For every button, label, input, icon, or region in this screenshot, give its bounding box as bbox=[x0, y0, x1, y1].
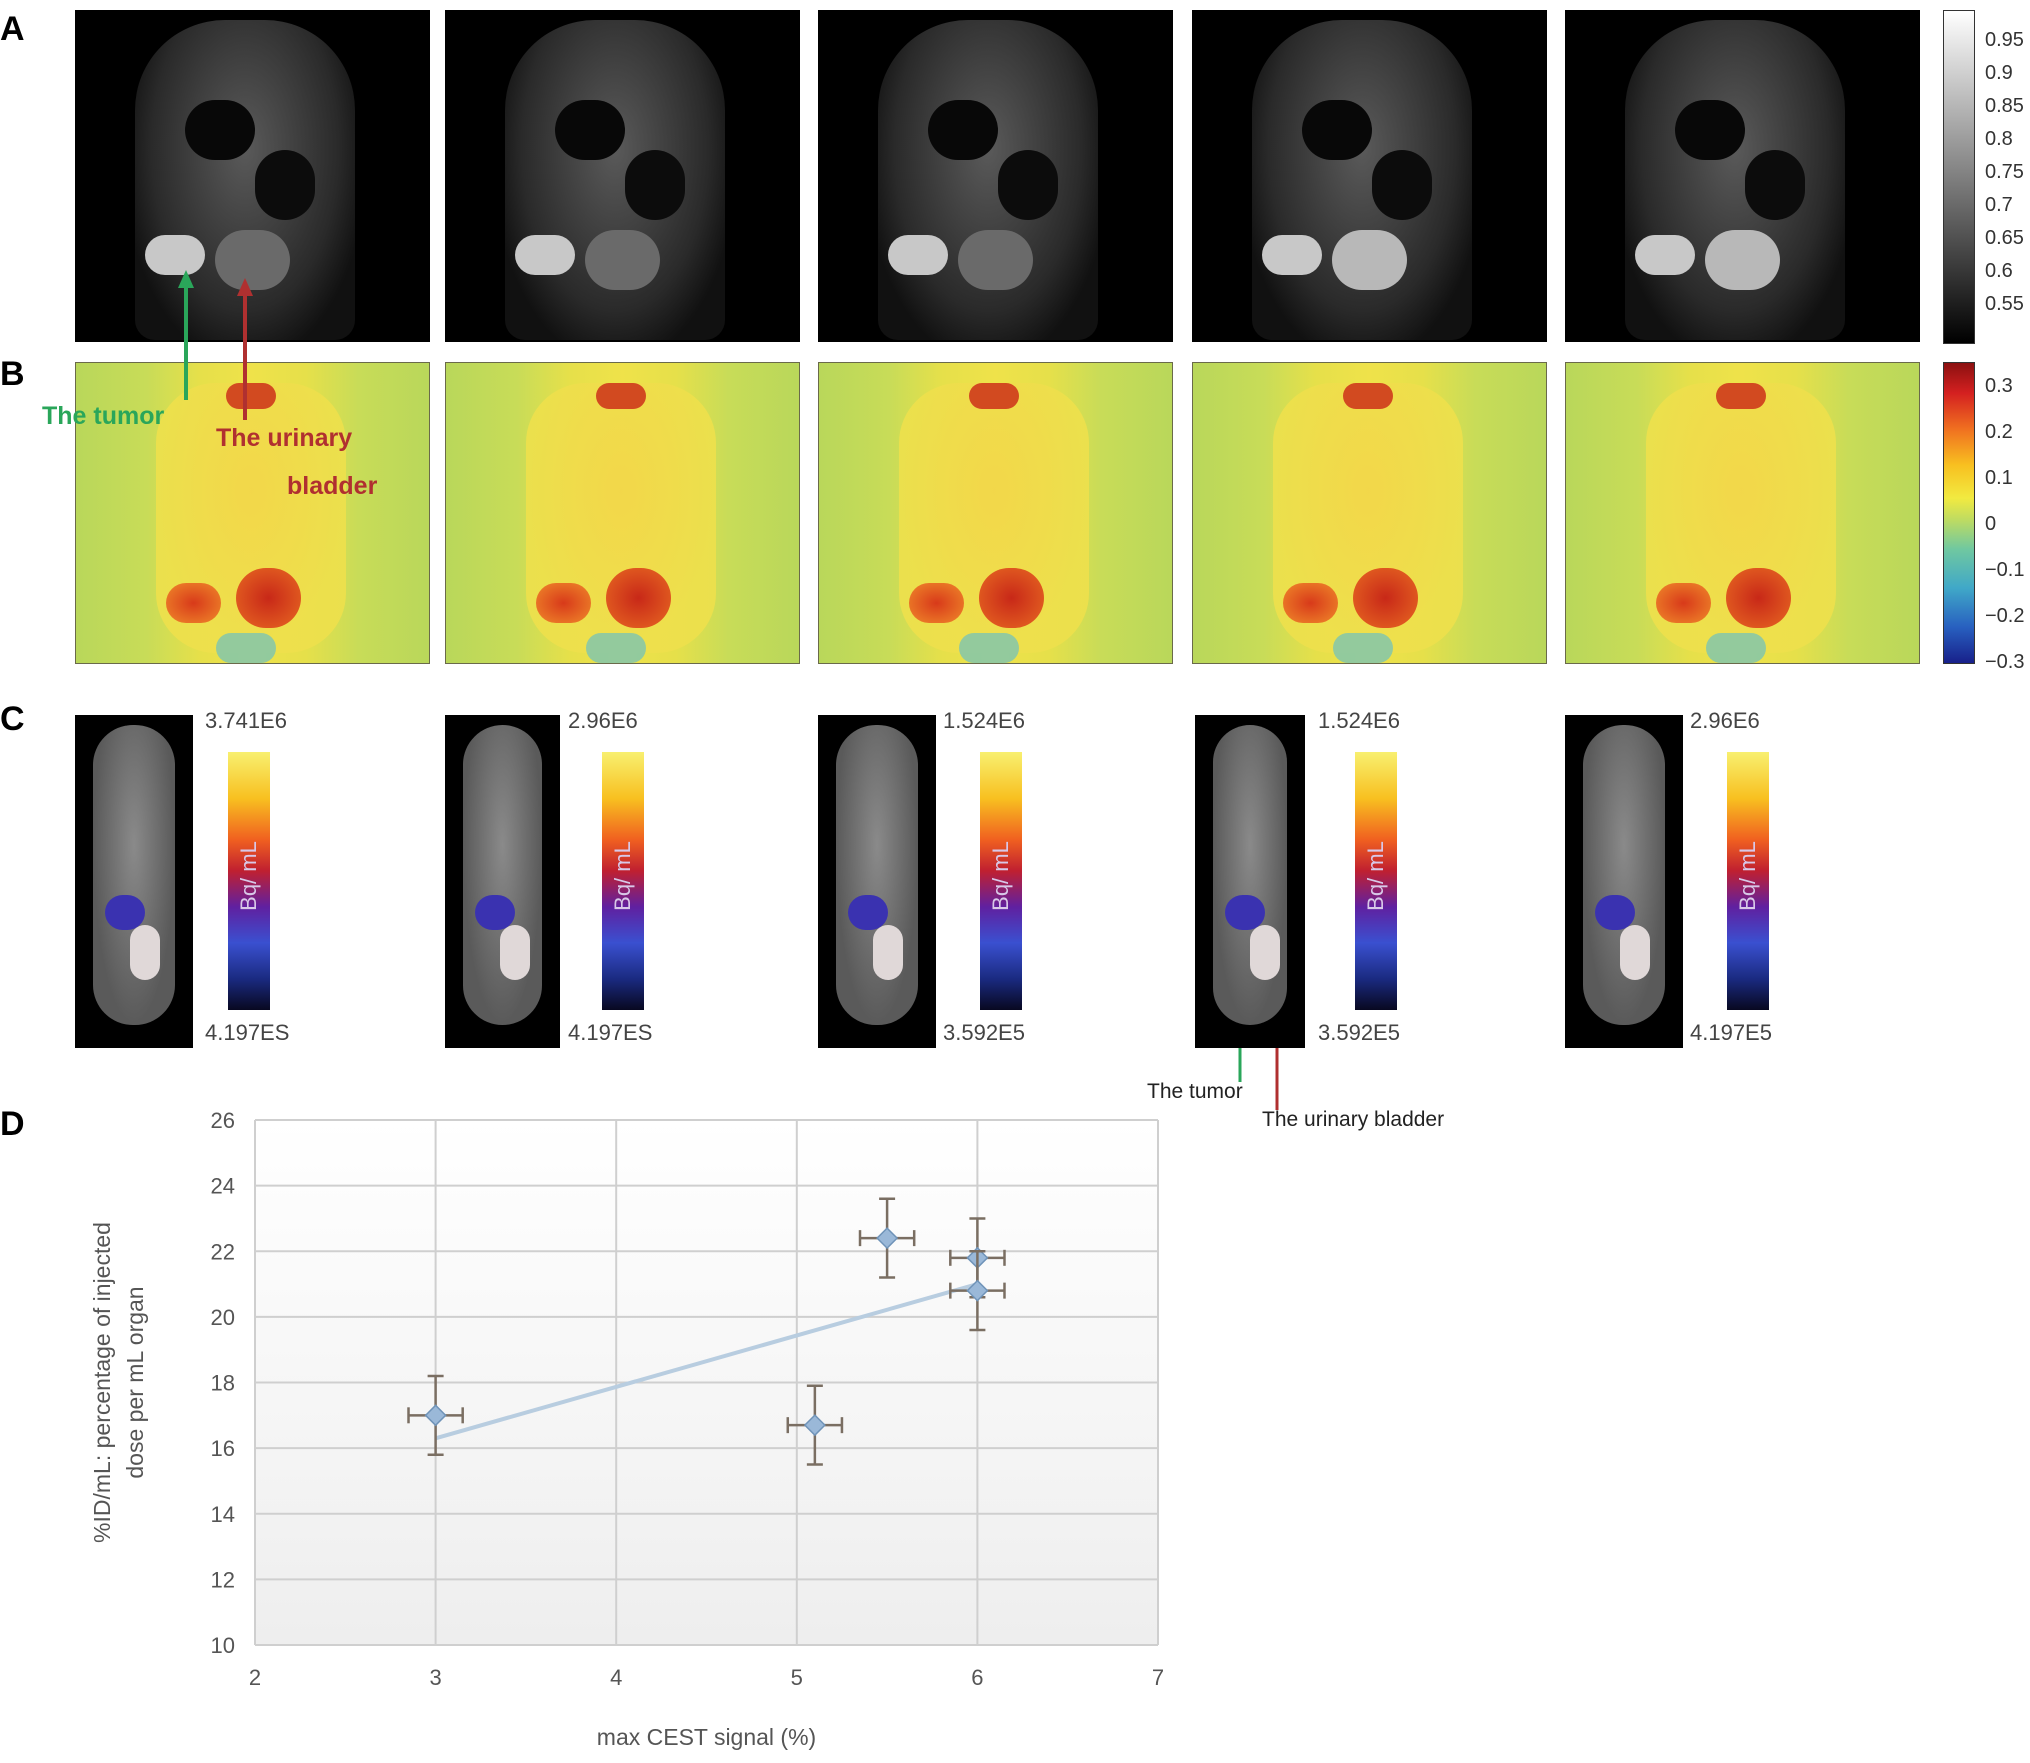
cest-map bbox=[818, 362, 1173, 664]
x-tick-label: 4 bbox=[610, 1665, 622, 1690]
panel-letter-b: B bbox=[0, 355, 25, 393]
pet-colorbar-unit: Bq/ mL bbox=[236, 841, 261, 911]
pet-colorbar-min: 4.197ES bbox=[568, 1020, 653, 1045]
mri-image bbox=[1565, 10, 1920, 342]
bladder-arrow-head bbox=[237, 278, 253, 296]
x-tick-labels: 2 3 4 5 6 7 bbox=[249, 1665, 1164, 1690]
pet-colorbar-min: 3.592E5 bbox=[943, 1020, 1025, 1045]
data-point bbox=[858, 1197, 916, 1279]
pet-ct-image bbox=[818, 715, 936, 1048]
pet-colorbar-min: 3.592E5 bbox=[1318, 1020, 1400, 1045]
y-tick-label: 26 bbox=[211, 1108, 235, 1133]
tumor-arrow-head bbox=[178, 270, 194, 288]
data-marker bbox=[876, 1227, 899, 1250]
scatter-chart: 2 3 4 5 6 7 10 12 14 16 18 20 22 24 26 max CEST signa… bbox=[89, 1108, 1164, 1750]
pet-ct-image bbox=[1195, 715, 1305, 1048]
grayscale-colorbar-tick: 0.85 bbox=[1985, 95, 2024, 117]
data-marker bbox=[424, 1404, 447, 1427]
panel-letter-d: D bbox=[0, 1105, 25, 1143]
y-tick-label: 24 bbox=[211, 1174, 235, 1199]
mri-image bbox=[1192, 10, 1547, 342]
bladder-label-line1: The urinary bbox=[216, 424, 353, 452]
y-tick-label: 10 bbox=[211, 1633, 235, 1658]
data-marker bbox=[966, 1279, 989, 1302]
cest-colorbar-tick: −0.3 bbox=[1985, 651, 2025, 673]
pet-colorbar-max: 2.96E6 bbox=[1690, 708, 1760, 733]
pet-colorbar-max: 1.524E6 bbox=[1318, 708, 1400, 733]
grayscale-colorbar-tick: 0.7 bbox=[1985, 194, 2013, 216]
cest-colorbar-tick: −0.1 bbox=[1985, 559, 2025, 581]
tumor-label: The tumor bbox=[42, 402, 165, 430]
data-point bbox=[407, 1374, 464, 1456]
cest-map bbox=[1192, 362, 1547, 664]
y-axis-title-line2: dose per mL organ bbox=[122, 1286, 148, 1478]
pet-colorbar bbox=[602, 752, 644, 1010]
grayscale-colorbar-tick: 0.75 bbox=[1985, 161, 2024, 183]
y-tick-label: 20 bbox=[211, 1305, 235, 1330]
y-tick-label: 14 bbox=[211, 1502, 235, 1527]
x-tick-label: 5 bbox=[791, 1665, 803, 1690]
data-points bbox=[407, 1197, 1006, 1466]
grayscale-colorbar-tick: 0.9 bbox=[1985, 62, 2013, 84]
pet-colorbar bbox=[228, 752, 270, 1010]
y-tick-label: 12 bbox=[211, 1567, 235, 1592]
pet-colorbar-max: 1.524E6 bbox=[943, 708, 1025, 733]
cest-map bbox=[1565, 362, 1920, 664]
pet-colorbar bbox=[980, 752, 1022, 1010]
grayscale-colorbar-tick: 0.65 bbox=[1985, 227, 2024, 249]
mri-image bbox=[445, 10, 800, 342]
pet-ct-image bbox=[445, 715, 560, 1048]
cest-colorbar-tick: 0.3 bbox=[1985, 375, 2013, 397]
cest-map bbox=[445, 362, 800, 664]
y-tick-label: 22 bbox=[211, 1239, 235, 1264]
grayscale-colorbar-tick: 0.6 bbox=[1985, 260, 2013, 282]
pet-colorbar-unit: Bq/ mL bbox=[1735, 841, 1760, 911]
cest-colorbar bbox=[1943, 362, 1975, 664]
x-tick-label: 7 bbox=[1152, 1665, 1164, 1690]
x-tick-label: 3 bbox=[429, 1665, 441, 1690]
grayscale-colorbar bbox=[1943, 10, 1975, 344]
x-tick-label: 6 bbox=[971, 1665, 983, 1690]
pet-colorbar bbox=[1355, 752, 1397, 1010]
pet-ct-image bbox=[75, 715, 193, 1048]
pet-colorbar-max: 3.741E6 bbox=[205, 708, 287, 733]
y-axis-title-line1: %ID/mL: percentage of injected bbox=[89, 1222, 115, 1543]
grayscale-colorbar-tick: 0.55 bbox=[1985, 293, 2024, 315]
x-tick-label: 2 bbox=[249, 1665, 261, 1690]
y-tick-labels: 10 12 14 16 18 20 22 24 26 bbox=[211, 1108, 235, 1658]
x-axis-title: max CEST signal (%) bbox=[597, 1724, 816, 1750]
cest-colorbar-tick: 0.1 bbox=[1985, 467, 2013, 489]
data-point bbox=[786, 1384, 844, 1466]
pet-colorbar-min: 4.197E5 bbox=[1690, 1020, 1772, 1045]
trendline bbox=[435, 1282, 978, 1441]
y-tick-label: 16 bbox=[211, 1436, 235, 1461]
mri-image bbox=[818, 10, 1173, 342]
bladder-label-line2: bladder bbox=[287, 472, 378, 500]
pet-tumor-label: The tumor bbox=[1147, 1080, 1243, 1103]
panel-letter-a: A bbox=[0, 10, 25, 48]
pet-colorbar-max: 2.96E6 bbox=[568, 708, 638, 733]
cest-colorbar-tick: 0.2 bbox=[1985, 421, 2013, 443]
grid-lines bbox=[254, 1119, 1159, 1646]
trendline-segment bbox=[435, 1282, 978, 1441]
grayscale-colorbar-tick: 0.95 bbox=[1985, 29, 2024, 51]
data-marker bbox=[803, 1414, 826, 1437]
pet-colorbar-min: 4.197ES bbox=[205, 1020, 290, 1045]
pet-colorbar-unit: Bq/ mL bbox=[610, 841, 635, 911]
panel-letter-c: C bbox=[0, 700, 25, 738]
y-tick-label: 18 bbox=[211, 1371, 235, 1396]
grayscale-colorbar-tick: 0.8 bbox=[1985, 128, 2013, 150]
pet-ct-image bbox=[1565, 715, 1683, 1048]
mri-image bbox=[75, 10, 430, 342]
pet-bladder-label: The urinary bladder bbox=[1262, 1108, 1445, 1131]
cest-map bbox=[75, 362, 430, 664]
data-point bbox=[949, 1250, 1006, 1332]
cest-colorbar-tick: 0 bbox=[1985, 513, 1997, 535]
pet-colorbar bbox=[1727, 752, 1769, 1010]
pet-colorbar-unit: Bq/ mL bbox=[1363, 841, 1388, 911]
cest-colorbar-tick: −0.2 bbox=[1985, 605, 2025, 627]
pet-colorbar-unit: Bq/ mL bbox=[988, 841, 1013, 911]
